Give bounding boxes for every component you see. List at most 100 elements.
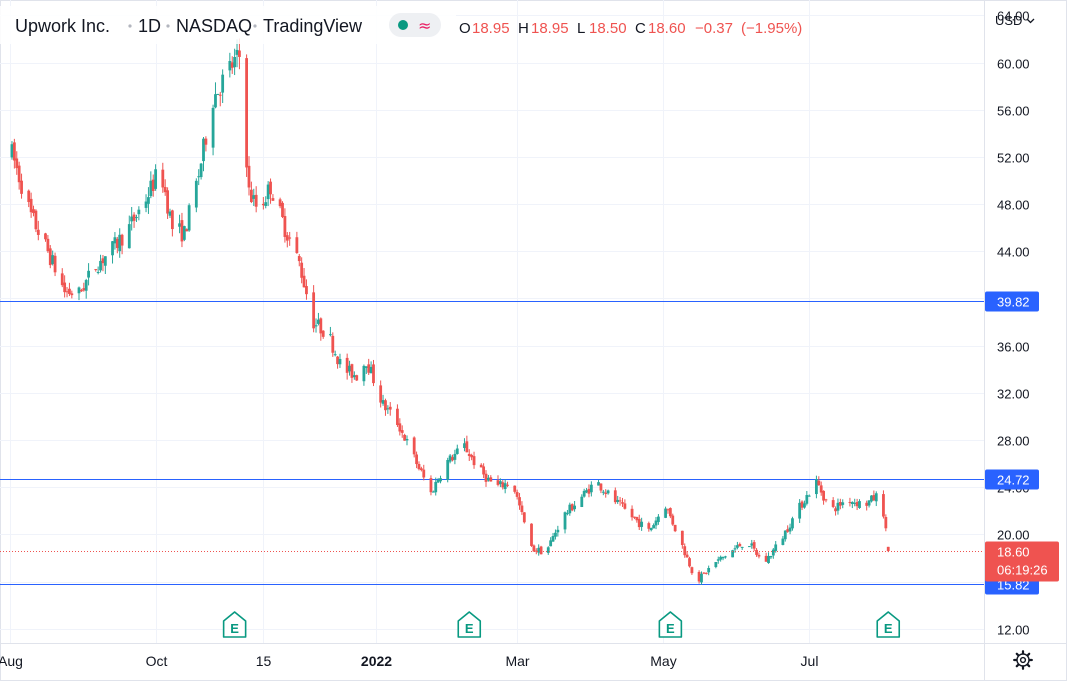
- candle-body: [312, 292, 316, 329]
- candle-body: [767, 555, 770, 564]
- candle-body: [585, 490, 588, 493]
- earnings-marker[interactable]: E: [457, 611, 482, 638]
- candle-body: [367, 364, 371, 373]
- candle: [549, 537, 553, 547]
- candle: [448, 454, 452, 464]
- candle-body: [532, 545, 536, 552]
- candle-body: [412, 437, 416, 455]
- candle-body: [166, 190, 169, 214]
- candle: [194, 178, 198, 213]
- candle: [144, 194, 148, 213]
- candle-body: [68, 288, 71, 294]
- legend-title[interactable]: Upwork Inc.: [15, 16, 110, 36]
- candle: [807, 494, 811, 497]
- symbol-legend[interactable]: Upwork Inc. 1D NASDAQ TradingView ≈ O 18…: [0, 6, 802, 44]
- candle-body: [70, 293, 74, 296]
- y-tick-label: 20.00: [997, 528, 1030, 543]
- candle: [80, 288, 83, 292]
- candle: [633, 516, 636, 520]
- candle-body: [551, 536, 555, 542]
- candle: [20, 173, 23, 199]
- y-tick-label: 64.00: [997, 9, 1030, 24]
- candle: [747, 546, 751, 548]
- candle: [36, 220, 40, 241]
- candle: [788, 523, 792, 535]
- gear-icon[interactable]: [1013, 650, 1033, 670]
- legend-separator: [253, 24, 257, 28]
- symbol-name: Upwork Inc.: [15, 16, 110, 36]
- candle: [15, 151, 19, 175]
- candle-body: [479, 464, 483, 468]
- candle: [147, 187, 150, 214]
- chevron-down-icon[interactable]: [1026, 18, 1035, 24]
- candle-body: [671, 515, 675, 525]
- candle-body: [132, 214, 136, 221]
- candle: [817, 476, 821, 486]
- candle: [882, 490, 885, 519]
- earnings-marker[interactable]: E: [222, 611, 247, 638]
- ohlc-low: 18.50: [589, 20, 627, 37]
- candle-body: [757, 554, 761, 557]
- candle-body: [515, 492, 519, 497]
- earnings-badge: [658, 611, 683, 638]
- candle-body: [278, 199, 282, 207]
- candle-body: [750, 543, 754, 546]
- candle: [305, 279, 308, 300]
- candle-body: [398, 423, 402, 432]
- level-label: 39.82: [997, 295, 1030, 310]
- candle: [63, 275, 67, 298]
- candle: [233, 48, 237, 76]
- currency-selector[interactable]: USD: [995, 13, 1035, 28]
- candle-body: [549, 540, 553, 547]
- svg-text:C: C: [635, 20, 646, 37]
- candle-body: [874, 493, 878, 502]
- interval[interactable]: 1D: [138, 16, 161, 36]
- candle: [719, 555, 723, 562]
- y-tick-label: 12.00: [997, 623, 1030, 638]
- candle-body: [824, 499, 828, 501]
- candle-body: [288, 237, 292, 239]
- candle-body: [266, 184, 270, 200]
- status-pill[interactable]: [389, 13, 441, 37]
- candle-body: [372, 364, 375, 384]
- currency-label[interactable]: USD: [995, 13, 1022, 28]
- candle: [884, 514, 888, 532]
- candle: [130, 206, 134, 231]
- candle: [649, 527, 653, 532]
- candle: [599, 483, 603, 494]
- y-tick-label: 60.00: [997, 57, 1030, 72]
- candle-body: [439, 478, 442, 482]
- candle-body: [736, 545, 739, 548]
- candle-body: [807, 495, 811, 497]
- candle-body: [764, 555, 768, 562]
- candle: [764, 552, 768, 562]
- candle-body: [384, 400, 387, 411]
- candle-body: [697, 571, 701, 582]
- ohlc-values: O 18.95 H 18.95 L 18.50 C 18.60 −0.37 (−…: [459, 20, 802, 37]
- candle-body: [573, 505, 576, 510]
- candle: [690, 566, 694, 575]
- candle-body: [563, 512, 567, 530]
- candle-body: [599, 483, 603, 491]
- candle: [472, 451, 476, 469]
- candle-body: [403, 434, 407, 441]
- y-tick-label: 32.00: [997, 387, 1030, 402]
- last-price-value: 18.60: [997, 545, 1030, 560]
- candle-body: [345, 357, 349, 373]
- earnings-marker[interactable]: E: [876, 611, 901, 638]
- candle: [568, 502, 572, 516]
- time-axis[interactable]: Aug Oct 15 2022 Mar May Jul: [0, 653, 818, 669]
- candle: [800, 500, 804, 511]
- candle: [372, 359, 375, 387]
- candle-body: [587, 488, 591, 494]
- candle-body: [15, 158, 19, 169]
- candle: [118, 228, 122, 258]
- candle-body: [300, 262, 304, 278]
- candle: [539, 545, 543, 555]
- horizontal-grid: [0, 15, 984, 630]
- earnings-marker[interactable]: E: [658, 611, 683, 638]
- candle: [637, 514, 641, 530]
